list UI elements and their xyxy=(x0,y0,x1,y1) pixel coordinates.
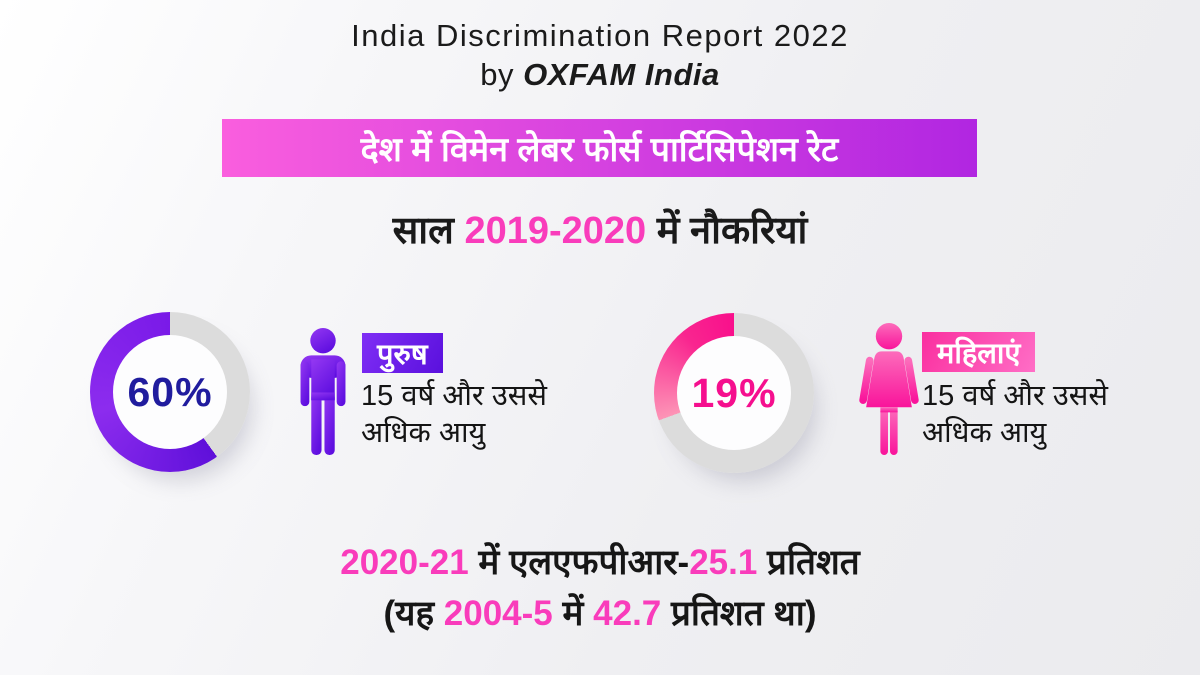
men-donut-chart: 60% xyxy=(90,312,250,472)
men-percent-value: 60% xyxy=(127,368,213,415)
footnote-post-2: प्रतिशत था) xyxy=(661,594,817,633)
report-title: India Discrimination Report 2022 xyxy=(351,18,849,53)
banner-strip: देश में विमेन लेबर फोर्स पार्टिसिपेशन रे… xyxy=(222,119,977,177)
lfpr-footnote-line1: 2020-21 में एलएफपीआर-25.1 प्रतिशत xyxy=(0,537,1200,588)
footnote-value-2: 42.7 xyxy=(593,594,662,633)
men-age-line1: 15 वर्ष और उससे xyxy=(361,380,547,412)
footnote-value-1: 25.1 xyxy=(689,543,758,582)
footnote-mid-1: में एलएफपीआर- xyxy=(468,543,690,582)
women-age-line2: अधिक आयु xyxy=(922,417,1047,449)
footnote-post-1: प्रतिशत xyxy=(757,543,860,582)
men-age-line2: अधिक आयु xyxy=(361,417,486,449)
men-age-description: 15 वर्ष और उससे अधिक आयु xyxy=(361,378,547,452)
women-percent-value: 19% xyxy=(691,369,777,416)
report-byline: by OXFAM India xyxy=(0,57,1200,93)
man-icon xyxy=(292,328,354,455)
subtitle-post: में नौकरियां xyxy=(646,210,808,252)
lfpr-footnote-line2: (यह 2004-5 में 42.7 प्रतिशत था) xyxy=(0,588,1200,639)
subtitle-pre: साल xyxy=(392,210,465,252)
subtitle-year-highlight: 2019-2020 xyxy=(464,210,647,252)
woman-icon xyxy=(855,323,923,455)
jobs-subtitle: साल 2019-2020 में नौकरियां xyxy=(0,203,1200,255)
footnote-pre-2: (यह xyxy=(383,594,444,633)
byline-prefix: by xyxy=(480,57,524,92)
women-badge: महिलाएं xyxy=(922,332,1036,372)
women-age-description: 15 वर्ष और उससे अधिक आयु xyxy=(922,378,1108,452)
oxfam-brand: OXFAM India xyxy=(523,57,720,92)
women-age-line1: 15 वर्ष और उससे xyxy=(922,380,1108,412)
footnote-year-2: 2004-5 xyxy=(443,594,553,633)
footnote-year-1: 2020-21 xyxy=(340,543,469,582)
men-badge: पुरुष xyxy=(362,333,443,373)
footnote-mid-2: में xyxy=(552,594,594,633)
lfpr-footnote: 2020-21 में एलएफपीआर-25.1 प्रतिशत (यह 20… xyxy=(0,537,1200,639)
women-donut-chart: 19% xyxy=(654,313,814,473)
banner-title: देश में विमेन लेबर फोर्स पार्टिसिपेशन रे… xyxy=(360,131,839,169)
